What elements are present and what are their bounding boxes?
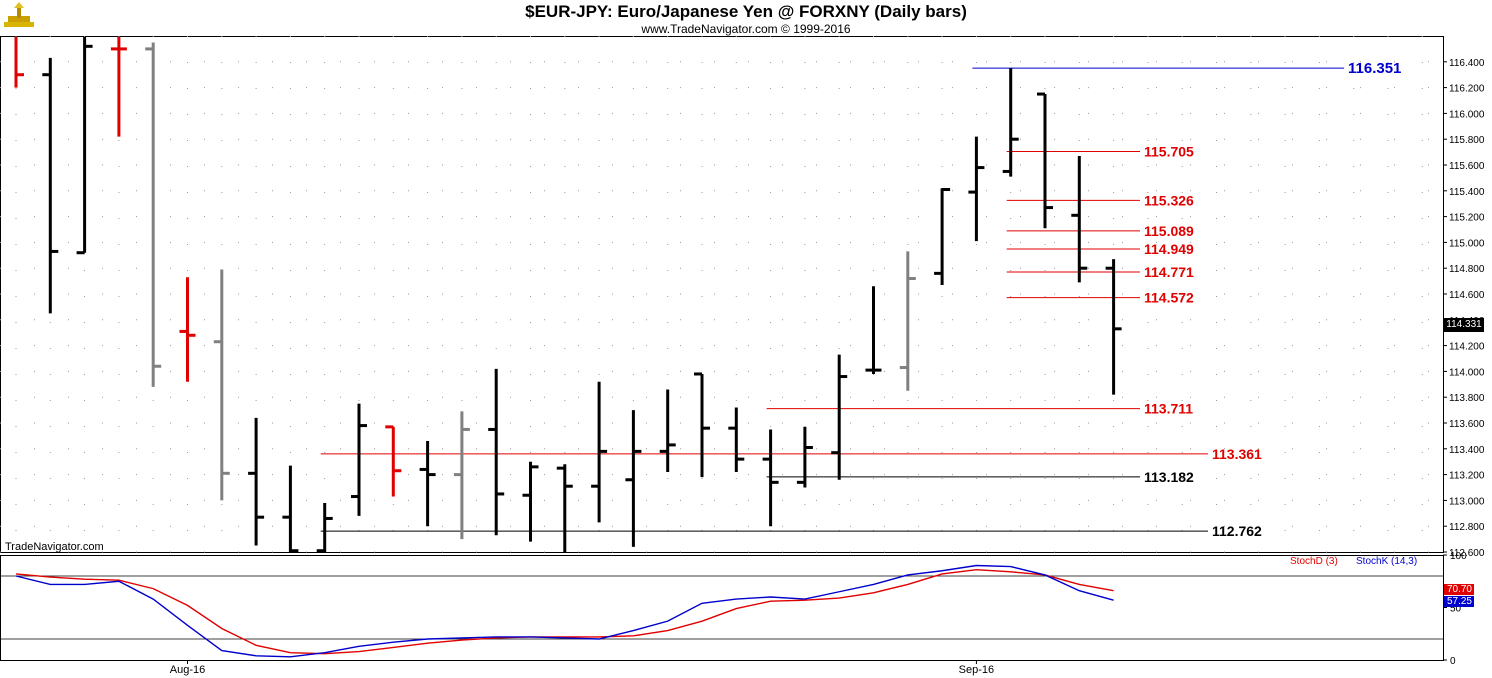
y-tick-label: 113.400 bbox=[1449, 445, 1485, 456]
y-tick-label: 113.800 bbox=[1449, 393, 1485, 404]
y-tick-label: 112.600 bbox=[1449, 548, 1485, 559]
level-label: 116.351 bbox=[1348, 60, 1401, 77]
x-tick-label: Sep-16 bbox=[959, 664, 994, 676]
level-label: 115.326 bbox=[1144, 192, 1194, 208]
y-tick-label: 114.000 bbox=[1449, 367, 1485, 378]
ohlc-bar bbox=[213, 269, 230, 501]
ohlc-bar bbox=[625, 410, 642, 547]
y-tick-label: 115.800 bbox=[1449, 135, 1485, 146]
y-tick-label: 115.600 bbox=[1449, 161, 1485, 172]
ohlc-bar bbox=[42, 57, 59, 314]
ohlc-bar bbox=[968, 136, 985, 242]
ohlc-bar bbox=[110, 37, 127, 137]
ohlc-bar bbox=[248, 417, 265, 546]
y-tick-label: 113.600 bbox=[1449, 419, 1485, 430]
ohlc-bar bbox=[385, 425, 402, 497]
level-label: 112.762 bbox=[1212, 523, 1262, 539]
level-label: 115.089 bbox=[1144, 223, 1194, 239]
ohlc-bar bbox=[351, 403, 367, 516]
last-price-tag: 114.331 bbox=[1444, 318, 1484, 332]
ohlc-bar bbox=[556, 464, 573, 552]
y-tick-label: 116.200 bbox=[1449, 84, 1485, 95]
x-tick-label: Aug-16 bbox=[170, 664, 205, 676]
ohlc-bar bbox=[145, 42, 162, 387]
ohlc-bar bbox=[934, 188, 951, 285]
stoch-y-tick-label: 0 bbox=[1450, 656, 1456, 667]
ohlc-bar bbox=[1071, 155, 1088, 283]
trade-navigator-logo-icon bbox=[2, 2, 36, 32]
y-tick-label: 116.400 bbox=[1449, 58, 1485, 69]
ohlc-bar bbox=[76, 37, 93, 255]
ohlc-bar bbox=[728, 407, 745, 473]
ohlc-bar bbox=[522, 461, 539, 542]
ohlc-bar bbox=[831, 354, 848, 480]
y-tick-label: 115.000 bbox=[1449, 238, 1485, 249]
ohlc-bar bbox=[488, 368, 505, 536]
level-label: 113.711 bbox=[1144, 401, 1193, 417]
y-tick-label: 113.000 bbox=[1449, 496, 1485, 507]
ohlc-bar bbox=[762, 429, 779, 527]
level-label: 114.572 bbox=[1144, 290, 1194, 306]
level-label: 114.771 bbox=[1144, 264, 1194, 280]
stoch-y-tick-label: 100 bbox=[1450, 551, 1467, 562]
ohlc-bar bbox=[1037, 92, 1053, 229]
ohlc-bar bbox=[419, 441, 436, 527]
ohlc-bar bbox=[1105, 259, 1122, 395]
price-panel-frame bbox=[0, 36, 1444, 553]
chart-subtitle: www.TradeNavigator.com © 1999-2016 bbox=[641, 22, 851, 36]
y-tick-label: 115.200 bbox=[1449, 213, 1485, 224]
level-label: 113.182 bbox=[1144, 469, 1194, 485]
legend-stochK: StochK (14,3) bbox=[1356, 556, 1418, 567]
stochK-line bbox=[15, 564, 1114, 658]
ohlc-bar bbox=[659, 389, 676, 473]
y-tick-label: 113.200 bbox=[1449, 471, 1485, 482]
stoch-y-tick-label: 50 bbox=[1450, 604, 1462, 615]
stochK-last-tag: 57.25 bbox=[1444, 596, 1474, 607]
y-tick-label: 112.800 bbox=[1449, 522, 1485, 533]
stochD-line bbox=[15, 568, 1114, 655]
ohlc-bar bbox=[865, 286, 882, 374]
y-tick-label: 114.600 bbox=[1449, 290, 1485, 301]
ohlc-bar bbox=[179, 277, 196, 382]
chart-title: $EUR-JPY: Euro/Japanese Yen @ FORXNY (Da… bbox=[525, 2, 967, 21]
level-label: 114.949 bbox=[1144, 241, 1194, 257]
ohlc-bar bbox=[1002, 68, 1019, 177]
ohlc-bar bbox=[796, 426, 813, 488]
stochD-last-tag: 70.70 bbox=[1444, 584, 1474, 595]
level-label: 113.361 bbox=[1212, 446, 1262, 462]
watermark: TradeNavigator.com bbox=[5, 541, 104, 553]
level-label: 115.705 bbox=[1144, 143, 1194, 159]
stoch-panel-frame bbox=[0, 555, 1444, 661]
y-tick-label: 116.000 bbox=[1449, 109, 1485, 120]
y-tick-label: 115.400 bbox=[1449, 187, 1485, 198]
ohlc-bar bbox=[282, 465, 299, 553]
ohlc-bar bbox=[453, 411, 470, 540]
legend-stochD: StochD (3) bbox=[1290, 556, 1338, 567]
ohlc-bar bbox=[316, 502, 333, 553]
ohlc-bar bbox=[899, 251, 916, 391]
ohlc-bar bbox=[591, 381, 608, 523]
ohlc-bar bbox=[694, 372, 710, 478]
y-tick-label: 114.800 bbox=[1449, 264, 1485, 275]
y-tick-label: 114.200 bbox=[1449, 342, 1485, 353]
ohlc-bar bbox=[14, 37, 24, 88]
